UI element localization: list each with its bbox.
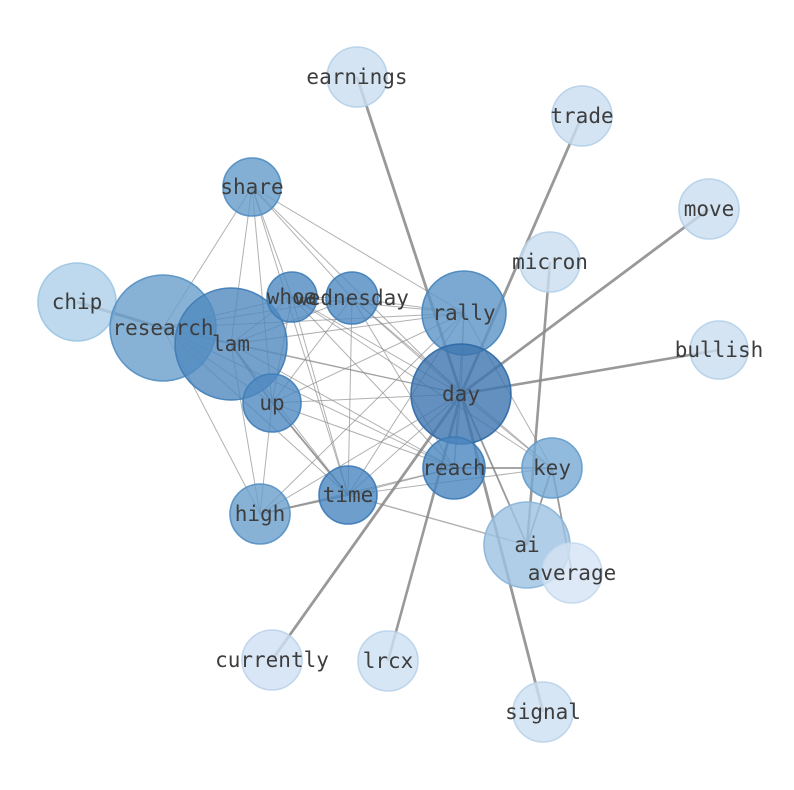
node-label-lrcx: lrcx xyxy=(363,649,414,673)
edge-whoa-time xyxy=(291,296,349,496)
node-lrcx xyxy=(357,630,419,692)
node-label-move: move xyxy=(684,197,735,221)
node-high xyxy=(229,483,291,545)
node-label-rally: rally xyxy=(432,301,495,325)
node-label-earnings: earnings xyxy=(306,65,407,89)
node-label-wednesday: wednesday xyxy=(295,286,409,310)
node-label-reach: reach xyxy=(422,456,485,480)
node-trade xyxy=(551,85,613,147)
node-label-up: up xyxy=(259,391,284,415)
node-label-share: share xyxy=(220,175,283,199)
nodes-layer xyxy=(37,46,749,743)
node-label-trade: trade xyxy=(550,104,613,128)
node-label-research: research xyxy=(112,316,213,340)
node-micron xyxy=(519,231,581,293)
node-whoa xyxy=(266,271,318,323)
node-time xyxy=(318,465,378,525)
node-up xyxy=(242,373,302,433)
edge-up-reach xyxy=(271,402,455,469)
edge-wednesday-reach xyxy=(351,297,455,469)
node-average xyxy=(541,542,603,604)
node-bullish xyxy=(689,320,749,380)
node-label-day: day xyxy=(442,382,480,406)
node-lam xyxy=(174,287,288,401)
node-label-high: high xyxy=(235,502,286,526)
node-signal xyxy=(512,681,574,743)
node-label-currently: currently xyxy=(215,648,329,672)
edge-currently-day xyxy=(270,393,463,661)
node-earnings xyxy=(326,46,388,108)
node-label-key: key xyxy=(533,456,571,480)
node-label-average: average xyxy=(528,561,617,585)
edge-micron-ai xyxy=(525,261,552,546)
edge-whoa-reach xyxy=(291,296,455,469)
edge-move-day xyxy=(460,207,710,396)
node-label-lam: lam xyxy=(212,332,250,356)
node-label-bullish: bullish xyxy=(675,338,764,362)
node-move xyxy=(678,178,740,240)
labels-layer: earnings trade move share chip researchlamwho… xyxy=(52,65,764,724)
node-label-signal: signal xyxy=(505,700,581,724)
node-label-time: time xyxy=(323,483,374,507)
node-wednesday xyxy=(325,271,379,325)
node-label-ai: ai xyxy=(514,533,539,557)
edges-layer xyxy=(76,76,720,713)
node-share xyxy=(222,157,282,217)
node-label-chip: chip xyxy=(52,290,103,314)
edge-rally-high xyxy=(259,312,465,515)
node-currently xyxy=(241,629,303,691)
node-label-micron: micron xyxy=(512,250,588,274)
edge-wednesday-time xyxy=(347,297,353,496)
node-reach xyxy=(422,436,486,500)
node-key xyxy=(521,437,583,499)
node-label-whoa: whoa xyxy=(267,285,318,309)
